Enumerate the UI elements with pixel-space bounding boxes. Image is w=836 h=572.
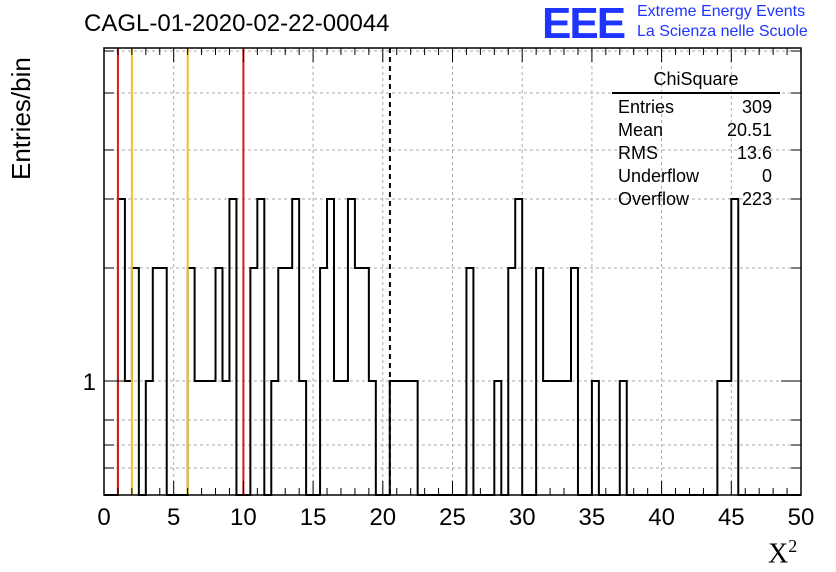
stats-label: Underflow [618,166,700,186]
x-tick-label: 15 [300,504,327,531]
x-tick-label: 30 [509,504,536,531]
logo-line-1: Extreme Energy Events [637,3,806,20]
y-tick-label: 1 [83,369,96,396]
x-axis-label-sup: 2 [788,536,798,556]
stats-value: 0 [761,166,772,186]
chart-title: CAGL-01-2020-02-22-00044 [84,10,390,37]
stats-row: Overflow 223 [612,188,780,211]
stats-box: ChiSquare Entries 309 Mean 20.51 RMS 13.6 U… [612,68,780,211]
stats-row: RMS 13.6 [612,142,780,165]
eee-logo: EEE [542,0,626,48]
x-tick-label: 35 [579,504,606,531]
stats-row: Underflow 0 [612,165,780,188]
stats-value: 309 [741,97,772,117]
x-tick-label: 20 [369,504,396,531]
stats-label: Overflow [618,189,690,209]
stats-value: 20.51 [726,120,772,140]
stats-title: ChiSquare [612,68,780,94]
stats-row: Mean 20.51 [612,119,780,142]
x-tick-label: 25 [439,504,466,531]
stats-value: 13.6 [736,143,772,163]
stats-value: 223 [741,189,772,209]
logo-text: Extreme Energy Events La Scienza nelle S… [637,2,808,42]
x-tick-label: 45 [718,504,745,531]
x-tick-label: 10 [230,504,257,531]
stats-label: Mean [618,120,664,140]
x-axis-label: X2 [768,536,797,570]
logo-line-2: La Scienza nelle Scuole [637,23,808,40]
stats-row: Entries 309 [612,96,780,119]
x-axis-label-main: X [768,538,789,570]
x-tick-label: 0 [97,504,110,531]
stats-label: Entries [618,97,675,117]
stats-label: RMS [618,143,658,163]
x-tick-label: 40 [648,504,675,531]
x-tick-label: 5 [167,504,180,531]
x-tick-label: 50 [788,504,815,531]
y-axis-label: Entries/bin [6,57,36,180]
